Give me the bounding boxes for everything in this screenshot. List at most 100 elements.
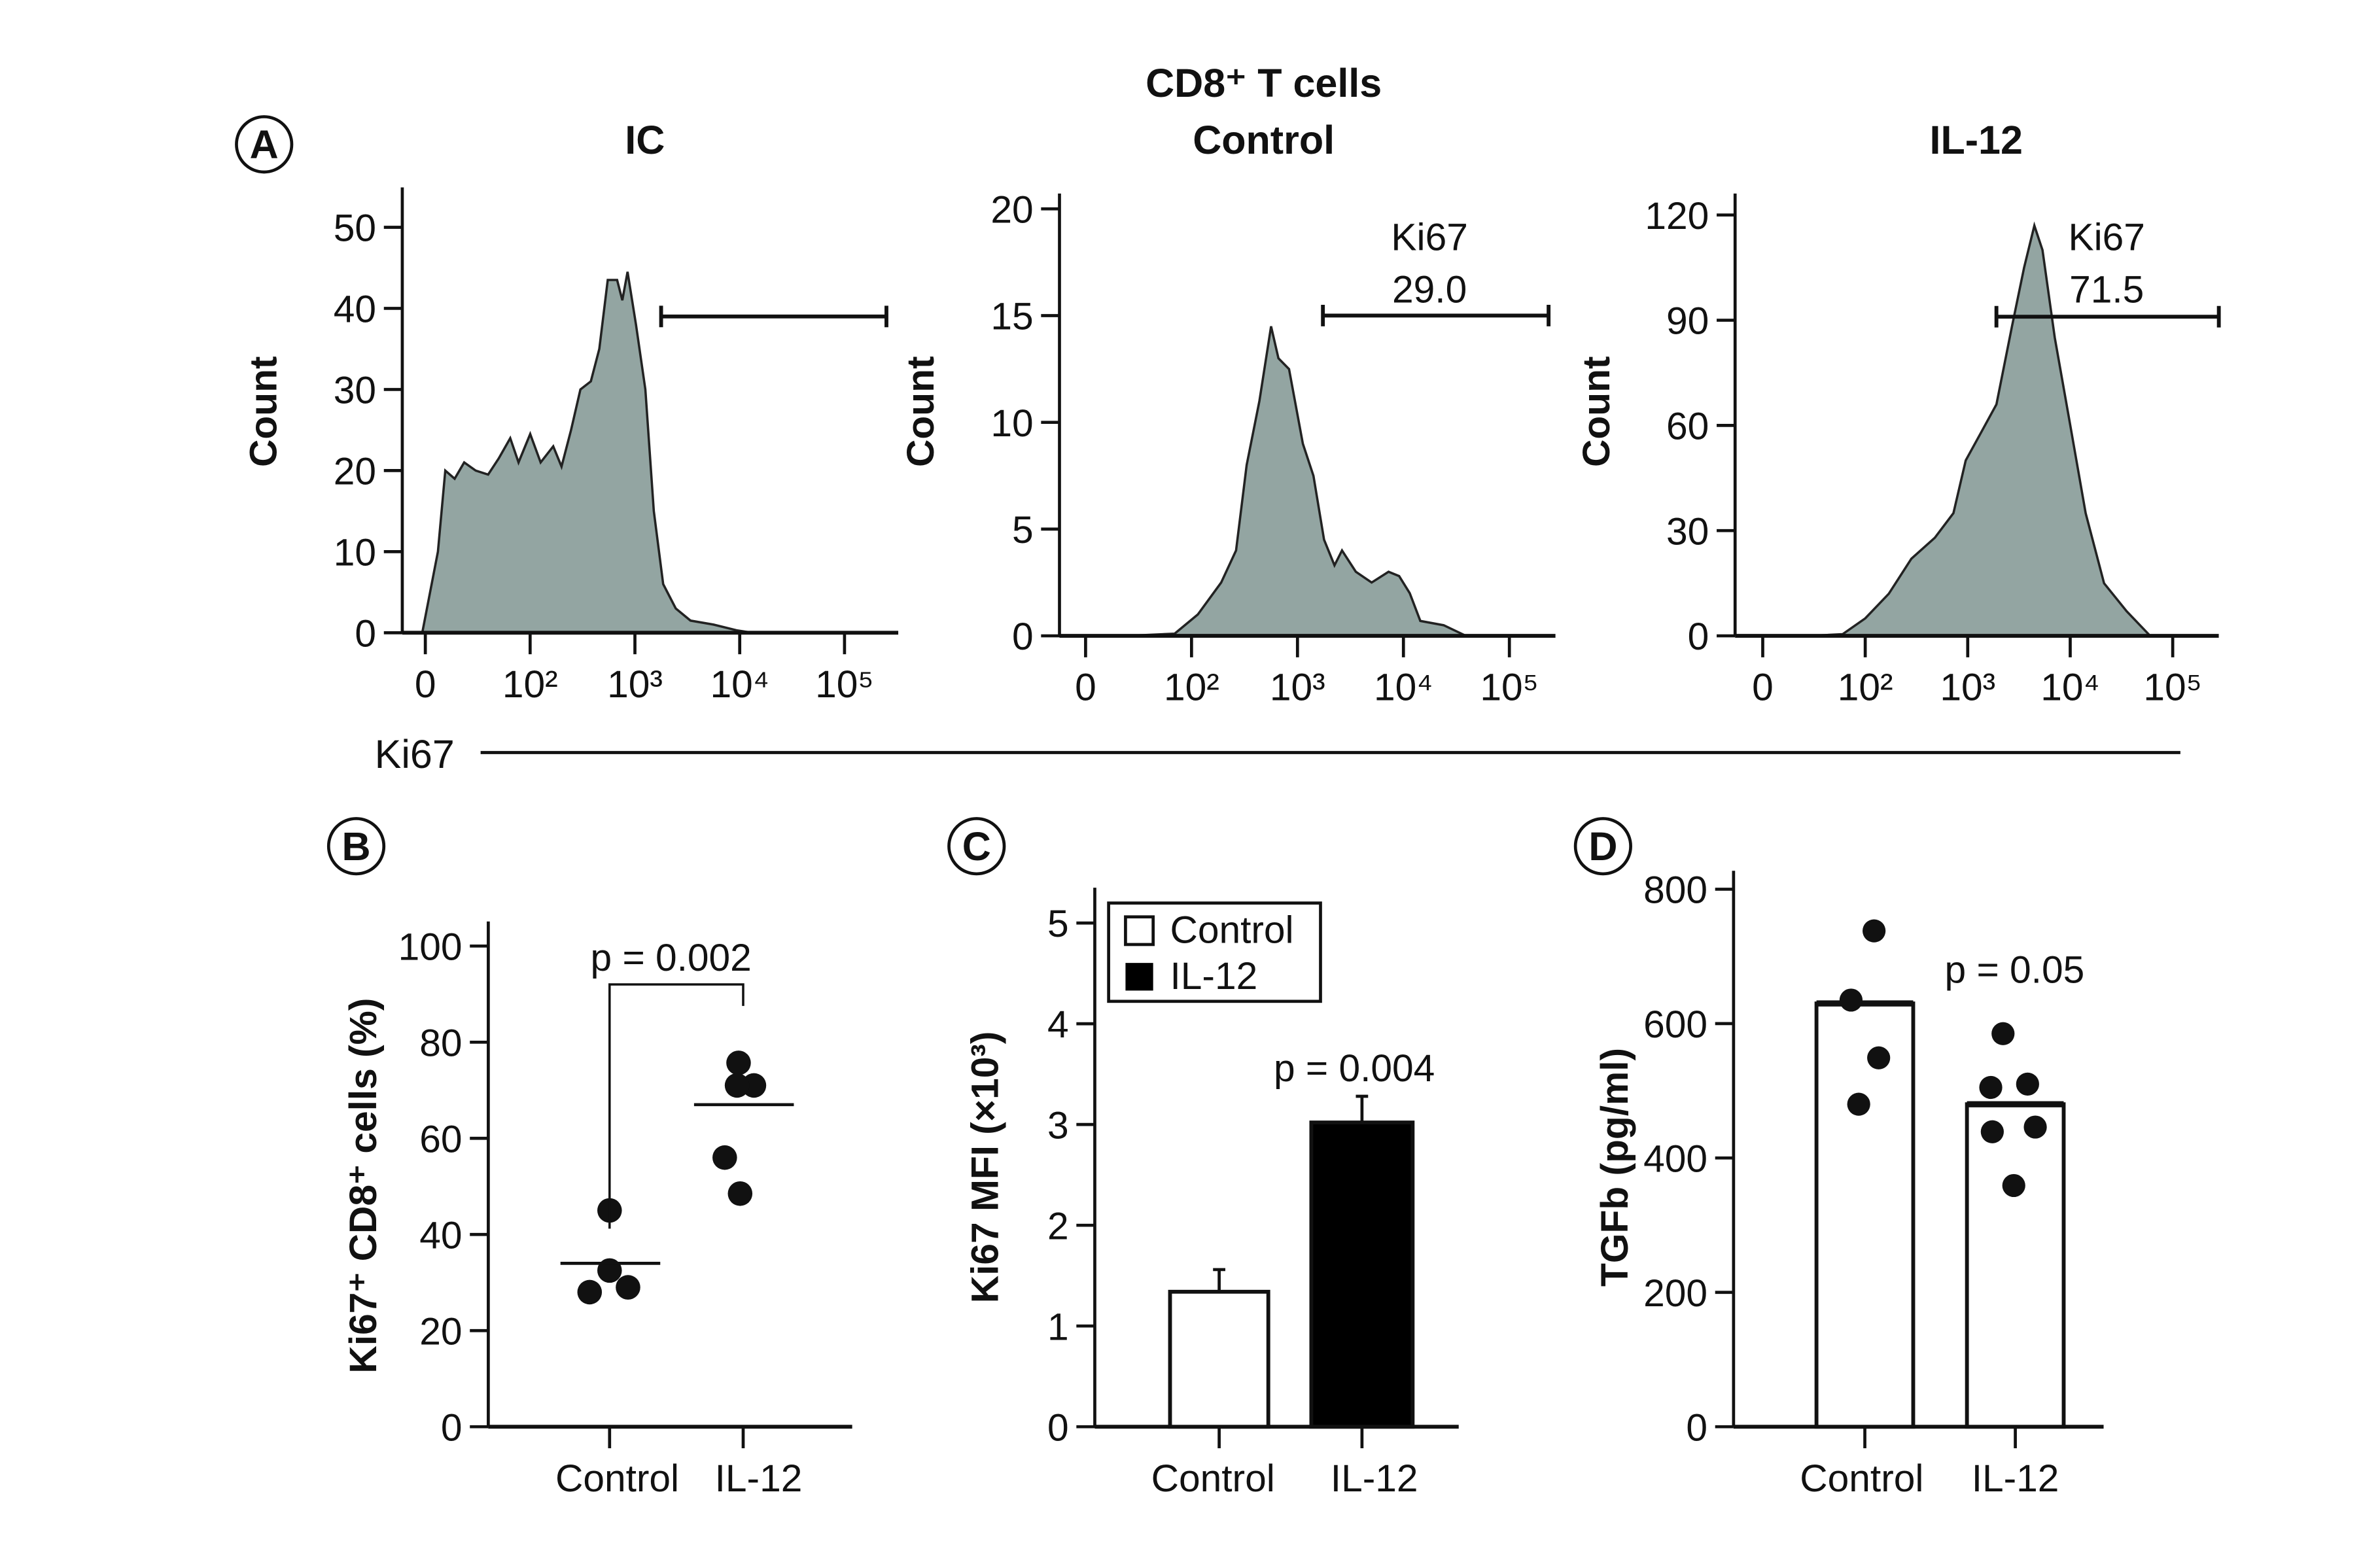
bar-il-12 <box>1309 1120 1415 1429</box>
gate-label: Ki67 <box>1391 217 1467 259</box>
y-tick-label: 1 <box>1047 1306 1069 1348</box>
panel-c-label: C <box>947 817 1006 876</box>
gate-value: 29.0 <box>1392 269 1467 311</box>
y-tick-label: 20 <box>334 451 376 493</box>
p-value: p = 0.002 <box>591 937 752 979</box>
y-tick-label: 4 <box>1047 1003 1069 1046</box>
y-axis-label: Ki67⁺ CD8⁺ cells (%) <box>342 998 385 1374</box>
p-value: p = 0.004 <box>1274 1047 1435 1090</box>
y-tick-label: 5 <box>1012 509 1034 551</box>
x-tick-label: 0 <box>1752 667 1774 709</box>
panel-b-label: B <box>326 817 386 876</box>
data-point <box>1863 919 1886 943</box>
x-tick-label: 10³ <box>607 663 663 706</box>
p-value: p = 0.05 <box>1945 949 2085 992</box>
data-point <box>577 1279 603 1305</box>
data-point <box>1847 1092 1870 1116</box>
x-tick-label: 10⁴ <box>2040 667 2099 709</box>
y-tick-label: 0 <box>441 1406 463 1449</box>
data-point <box>1979 1075 2003 1100</box>
x-tick-label: Control <box>1800 1457 1923 1500</box>
data-point <box>2023 1115 2047 1139</box>
y-tick-label: 10 <box>990 402 1033 445</box>
y-tick-label: 0 <box>355 612 376 655</box>
y-tick-label: 5 <box>1047 903 1069 945</box>
data-point <box>2002 1173 2025 1198</box>
figure-title: CD8⁺ T cells <box>1146 61 1382 105</box>
panel-d-bar-chart: 0 200 400 600 800 Control IL-12 p = 0.05 TGFb (p… <box>1594 869 2104 1500</box>
y-tick-label: 600 <box>1643 1003 1707 1046</box>
gate-marker <box>659 305 888 328</box>
x-tick-label: 10² <box>1838 667 1893 709</box>
significance-bracket <box>608 983 744 1229</box>
gate-value: 71.5 <box>2069 269 2144 311</box>
data-point <box>741 1073 767 1098</box>
x-tick-label: 0 <box>1075 667 1096 709</box>
y-axis-label: Ki67 MFI (×10³) <box>964 1032 1007 1304</box>
svg-text:B: B <box>341 824 370 869</box>
data-point <box>724 1073 750 1098</box>
y-tick-label: 60 <box>419 1118 462 1160</box>
y-tick-label: 90 <box>1666 300 1709 343</box>
y-axis-label: TGFb (pg/ml) <box>1594 1048 1636 1287</box>
legend-label: Control <box>1170 909 1293 952</box>
legend-label: IL-12 <box>1170 955 1257 998</box>
y-tick-label: 200 <box>1643 1272 1707 1315</box>
y-tick-label: 60 <box>1666 405 1709 447</box>
y-tick-label: 20 <box>990 188 1033 231</box>
y-tick-label: 40 <box>334 288 376 331</box>
legend-swatch-control <box>1124 915 1155 946</box>
histogram-ic: IC 0 10 20 30 40 50 0 10² 10³ 10⁴ 10⁵ Count <box>242 118 899 706</box>
y-tick-label: 800 <box>1643 869 1707 912</box>
y-tick-label: 20 <box>419 1310 462 1353</box>
y-tick-label: 15 <box>990 296 1033 338</box>
y-tick-label: 40 <box>419 1214 462 1257</box>
gate-marker <box>1994 305 2221 328</box>
x-tick-label: 10⁴ <box>1374 667 1433 709</box>
y-axis-label: Count <box>1575 356 1618 467</box>
x-tick-label: 10⁵ <box>1480 667 1539 709</box>
y-tick-label: 100 <box>398 926 463 968</box>
histogram-title: IL-12 <box>1930 118 2023 162</box>
data-point <box>2016 1072 2039 1096</box>
y-tick-label: 0 <box>1688 616 1709 658</box>
x-tick-label: 0 <box>415 663 436 706</box>
gate-label: Ki67 <box>2069 217 2145 259</box>
x-tick-label: 10³ <box>1270 667 1325 709</box>
y-tick-label: 0 <box>1686 1406 1707 1449</box>
data-point <box>1867 1046 1891 1069</box>
x-tick-label: 10⁵ <box>815 663 874 706</box>
panel-d-label: D <box>1573 817 1632 876</box>
data-point <box>727 1181 753 1206</box>
data-point <box>1839 988 1863 1012</box>
y-axis-label: Count <box>242 356 285 467</box>
histogram-area <box>1128 326 1467 637</box>
histogram-il-12: IL-12 0 30 60 90 120 0 10² 10³ 10⁴ 10⁵ Count Ki67 71.… <box>1575 118 2221 709</box>
panel-b-scatter: 0 20 40 60 80 100 Control IL-12 p = 0.002 Ki67⁺ C… <box>342 921 852 1500</box>
svg-text:D: D <box>1588 824 1617 869</box>
data-point <box>726 1050 751 1075</box>
y-tick-label: 400 <box>1643 1137 1707 1180</box>
y-tick-label: 10 <box>334 531 376 574</box>
y-tick-label: 30 <box>334 370 376 412</box>
x-tick-label: 10⁵ <box>2143 667 2202 709</box>
x-tick-label: 10² <box>502 663 558 706</box>
y-tick-label: 50 <box>334 207 376 250</box>
data-point <box>712 1145 737 1170</box>
y-tick-label: 0 <box>1012 616 1034 658</box>
svg-text:C: C <box>962 824 991 869</box>
data-point <box>1991 1022 2015 1045</box>
y-tick-label: 80 <box>419 1022 462 1064</box>
x-tick-label: IL-12 <box>1972 1457 2059 1500</box>
x-tick-label: IL-12 <box>1331 1457 1418 1500</box>
y-tick-label: 3 <box>1047 1104 1069 1147</box>
x-tick-label: 10² <box>1164 667 1219 709</box>
histogram-control: Control 0 5 10 15 20 0 10² 10³ 10⁴ 10⁵ Count Ki67 29.… <box>900 118 1556 709</box>
ki67-axis-label: Ki67 <box>375 732 455 776</box>
x-tick-label: Control <box>1151 1457 1275 1500</box>
y-tick-label: 2 <box>1047 1205 1069 1247</box>
data-point <box>616 1275 640 1300</box>
legend-swatch-il12 <box>1125 963 1153 991</box>
